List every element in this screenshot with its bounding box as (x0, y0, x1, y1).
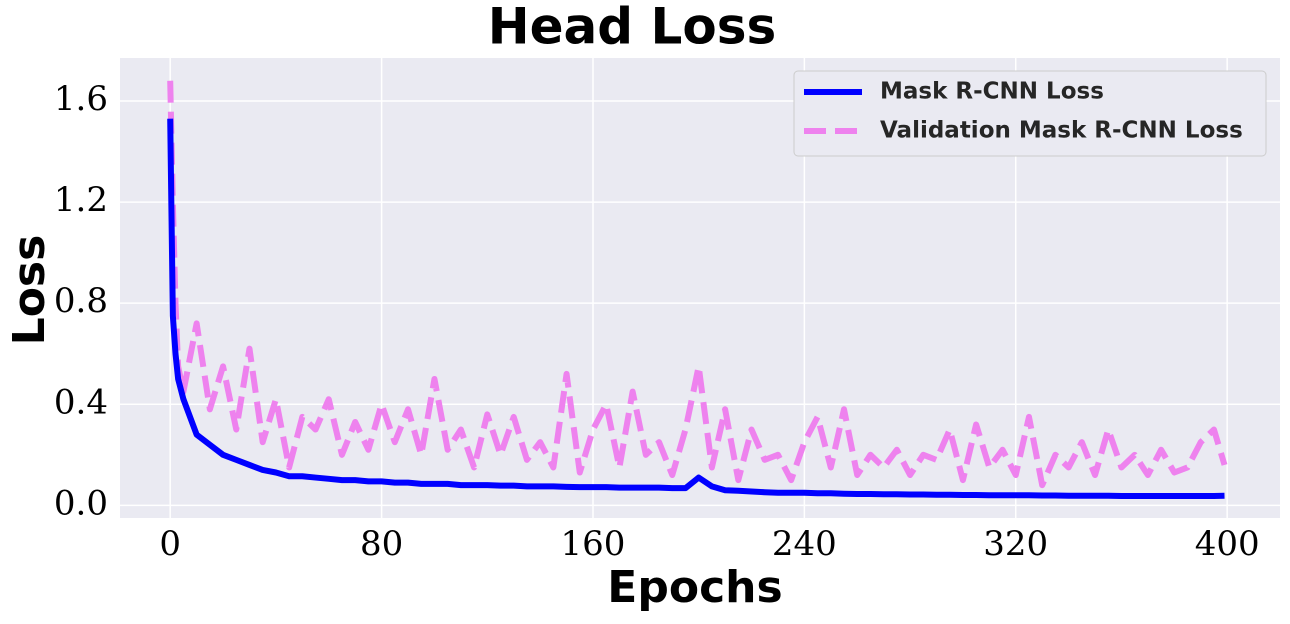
x-tick-label: 0 (159, 524, 181, 564)
legend: Mask R-CNN Loss Validation Mask R-CNN Los… (793, 70, 1267, 157)
x-tick-label: 320 (983, 524, 1048, 564)
chart-title: Head Loss (488, 0, 776, 56)
y-tick-label: 1.6 (54, 79, 108, 119)
data-line (167, 80, 1228, 489)
x-axis-label: Epochs (607, 562, 782, 613)
legend-label: Mask R-CNN Loss (880, 79, 1104, 105)
y-tick-label: 0.4 (54, 382, 108, 422)
y-axis-label: Loss (4, 235, 55, 346)
y-tick-label: 0.8 (54, 281, 108, 321)
legend-box (793, 70, 1267, 157)
y-tick-label: 1.2 (54, 180, 108, 220)
x-tick-label: 240 (772, 524, 837, 564)
x-tick-label: 400 (1195, 524, 1260, 564)
data-line (167, 118, 1225, 500)
x-tick-label: 80 (360, 524, 403, 564)
legend-label: Validation Mask R-CNN Loss (880, 118, 1243, 144)
y-tick-label: 0.0 (54, 483, 108, 523)
x-tick-label: 160 (561, 524, 626, 564)
